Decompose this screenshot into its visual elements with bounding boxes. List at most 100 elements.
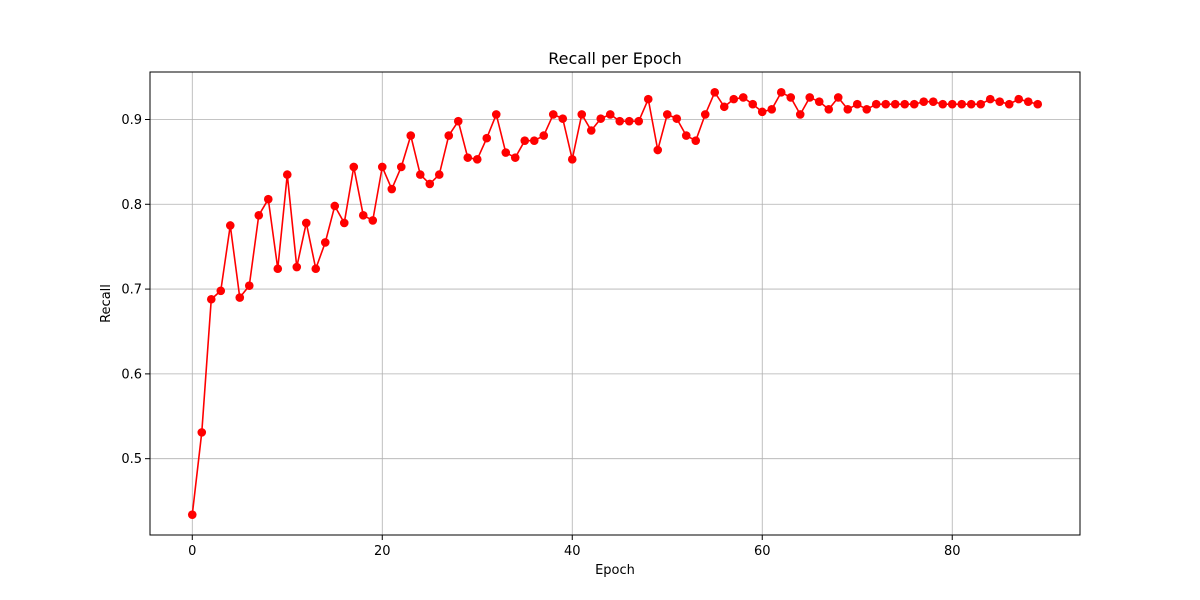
data-point	[824, 105, 834, 114]
data-point	[301, 218, 311, 228]
x-tick-label: 60	[754, 544, 771, 559]
data-point	[653, 145, 663, 155]
data-point	[995, 97, 1005, 106]
data-point	[672, 114, 682, 123]
data-point	[871, 99, 881, 109]
y-tick-label: 0.5	[121, 452, 142, 467]
data-point	[330, 201, 340, 211]
data-point	[938, 99, 948, 109]
data-point	[1033, 99, 1043, 109]
grid-lines	[150, 72, 1080, 535]
data-point	[615, 116, 625, 126]
data-point	[472, 155, 482, 164]
data-point	[805, 93, 815, 102]
data-point	[976, 99, 986, 109]
data-point	[729, 94, 739, 104]
data-point	[358, 211, 368, 220]
data-point	[187, 510, 197, 519]
data-point	[415, 170, 425, 179]
data-point	[254, 211, 264, 220]
x-tick-label: 20	[374, 544, 391, 559]
data-point	[900, 99, 910, 109]
chart-title: Recall per Epoch	[548, 49, 681, 68]
data-point	[852, 99, 862, 109]
data-point	[1023, 97, 1033, 106]
data-point	[719, 102, 729, 112]
data-point	[748, 99, 758, 109]
data-point	[928, 97, 938, 106]
data-point	[539, 131, 549, 140]
data-point	[197, 428, 207, 437]
data-point	[843, 105, 853, 114]
data-point	[216, 286, 226, 296]
data-point	[377, 162, 387, 172]
data-point	[966, 99, 976, 109]
data-point	[320, 238, 330, 247]
x-axis-label: Epoch	[595, 563, 635, 578]
data-point	[282, 170, 292, 179]
data-point	[292, 262, 302, 272]
data-point	[577, 110, 587, 119]
data-point	[425, 179, 435, 189]
data-point	[444, 131, 454, 140]
data-point	[909, 99, 919, 109]
data-point	[482, 133, 492, 143]
data-point	[453, 116, 463, 126]
data-point	[947, 99, 957, 109]
data-point	[311, 264, 321, 274]
data-point	[786, 93, 796, 102]
data-point	[520, 136, 530, 145]
data-point	[833, 93, 843, 102]
y-tick-label: 0.7	[121, 283, 142, 298]
data-point	[985, 94, 995, 104]
data-point	[1004, 99, 1014, 109]
data-point	[634, 116, 644, 126]
data-point	[235, 293, 245, 302]
y-tick-label: 0.9	[121, 113, 142, 128]
data-point	[244, 281, 254, 290]
y-axis-label: Recall	[99, 284, 114, 323]
data-point	[396, 162, 406, 172]
data-point	[434, 170, 444, 179]
data-point	[681, 131, 691, 140]
data-point	[691, 136, 701, 145]
data-point	[339, 218, 349, 228]
data-point	[795, 110, 805, 119]
data-point	[662, 110, 672, 119]
data-point	[406, 131, 416, 140]
data-point	[776, 88, 786, 97]
data-point	[225, 221, 235, 230]
data-point	[919, 97, 929, 106]
axis-ticks: 0 20 40 60 80 0.5 0.6 0.7 0.8 0.9	[121, 113, 960, 559]
data-point	[767, 105, 777, 114]
data-point	[491, 110, 501, 119]
data-point	[263, 194, 273, 204]
data-point	[1014, 94, 1024, 104]
series-recall	[187, 88, 1043, 519]
data-point	[567, 155, 577, 164]
data-point	[501, 148, 511, 157]
data-point	[605, 110, 615, 119]
plot-area-frame	[149, 71, 1081, 536]
x-tick-label: 0	[188, 544, 196, 559]
x-tick-label: 40	[564, 544, 581, 559]
data-point	[510, 153, 520, 162]
data-point	[387, 184, 397, 194]
data-point	[643, 94, 653, 104]
data-point	[881, 99, 891, 109]
data-point	[814, 97, 824, 106]
y-tick-label: 0.6	[121, 367, 142, 382]
data-point	[700, 110, 710, 119]
data-point	[529, 136, 539, 145]
data-point	[368, 216, 378, 225]
data-point	[586, 126, 596, 135]
data-point	[890, 99, 900, 109]
data-point	[206, 294, 216, 304]
x-tick-label: 80	[944, 544, 961, 559]
y-tick-label: 0.8	[121, 198, 142, 213]
data-point	[273, 264, 283, 274]
data-point	[548, 110, 558, 119]
data-point	[558, 114, 568, 123]
